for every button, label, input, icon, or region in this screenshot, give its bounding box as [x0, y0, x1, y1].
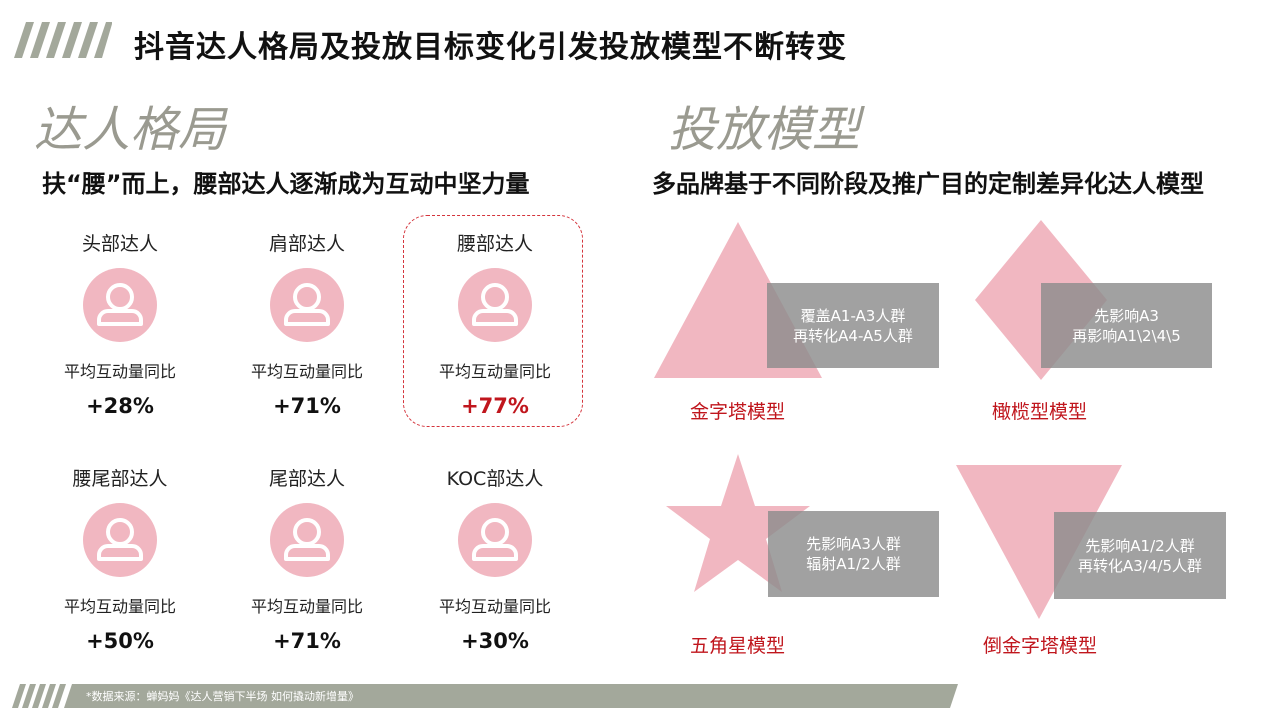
- influencer-card-shoulder: 肩部达人 平均互动量同比 +71%: [217, 230, 397, 418]
- header-stripes-decoration: [14, 22, 112, 58]
- model-description-line1: 先影响A3人群: [806, 535, 901, 553]
- influencer-name: 腰部达人: [456, 233, 533, 255]
- influencer-name: KOC部达人: [446, 468, 544, 490]
- influencer-metric-value: +71%: [273, 394, 341, 418]
- model-description-line2: 再转化A3/4/5人群: [1078, 556, 1202, 575]
- influencer-metric-value: +30%: [461, 629, 529, 653]
- left-section-heading: 达人格局: [34, 102, 227, 158]
- right-section-subheading: 多品牌基于不同阶段及推广目的定制差异化达人模型: [652, 170, 1204, 198]
- highlight-box: [403, 215, 583, 427]
- person-icon: [270, 503, 344, 577]
- pyramid-model-label: 金字塔模型: [690, 401, 786, 423]
- influencer-metric-label: 平均互动量同比: [438, 362, 551, 381]
- influencer-name: 腰尾部达人: [72, 468, 168, 490]
- influencer-card-tail: 尾部达人 平均互动量同比 +71%: [217, 465, 397, 653]
- influencer-card-head: 头部达人 平均互动量同比 +28%: [30, 230, 210, 418]
- star-model-shape: [666, 454, 810, 592]
- influencer-card-waist-tail: 腰尾部达人 平均互动量同比 +50%: [30, 465, 210, 653]
- page-title: 抖音达人格局及投放目标变化引发投放模型不断转变: [134, 30, 847, 65]
- person-icon: [83, 503, 157, 577]
- olive-model-description: 先影响A3 再影响A1\2\4\5: [1041, 283, 1212, 368]
- star-model-label: 五角星模型: [690, 635, 786, 657]
- person-icon: [458, 503, 532, 577]
- influencer-card-koc: KOC部达人 平均互动量同比 +30%: [405, 465, 585, 653]
- influencer-card-waist: 腰部达人 平均互动量同比 +77%: [405, 230, 585, 418]
- influencer-metric-label: 平均互动量同比: [63, 597, 176, 616]
- influencer-metric-value: +50%: [86, 629, 154, 653]
- olive-model-label: 橄榄型模型: [992, 401, 1088, 423]
- person-icon: [270, 268, 344, 342]
- model-description-line1: 先影响A1/2人群: [1085, 536, 1195, 555]
- model-description-line2: 再转化A4-A5人群: [793, 326, 913, 345]
- influencer-metric-label: 平均互动量同比: [250, 362, 363, 381]
- star-model-description: 先影响A3人群 辐射A1/2人群: [768, 511, 939, 597]
- influencer-metric-value: +28%: [86, 394, 154, 418]
- inverted-pyramid-model-description: 先影响A1/2人群 再转化A3/4/5人群: [1054, 512, 1226, 599]
- pyramid-model-description: 覆盖A1-A3人群 再转化A4-A5人群: [767, 283, 939, 368]
- model-description-line1: 先影响A3: [1094, 306, 1159, 325]
- footer-source-text: *数据来源：蝉妈妈《达人营销下半场 如何撬动新增量》: [86, 690, 359, 703]
- inverted-pyramid-model-shape: [956, 465, 1122, 619]
- left-section-subheading: 扶“腰”而上，腰部达人逐渐成为互动中坚力量: [42, 170, 530, 198]
- influencer-metric-label: 平均互动量同比: [63, 362, 176, 381]
- influencer-metric-label: 平均互动量同比: [438, 597, 551, 616]
- influencer-metric-value-highlight: +77%: [461, 394, 529, 418]
- influencer-name: 头部达人: [81, 233, 158, 255]
- model-description-line2: 辐射A1/2人群: [806, 555, 901, 573]
- model-description-line1: 覆盖A1-A3人群: [800, 306, 906, 325]
- person-icon: [458, 268, 532, 342]
- footer-bar: [12, 684, 958, 708]
- influencer-metric-value: +71%: [273, 629, 341, 653]
- model-description-line2: 再影响A1\2\4\5: [1072, 326, 1181, 345]
- person-icon: [83, 268, 157, 342]
- influencer-name: 肩部达人: [268, 233, 345, 255]
- right-section-heading: 投放模型: [668, 102, 861, 158]
- inverted-pyramid-model-label: 倒金字塔模型: [983, 635, 1098, 657]
- influencer-name: 尾部达人: [268, 468, 345, 490]
- influencer-metric-label: 平均互动量同比: [250, 597, 363, 616]
